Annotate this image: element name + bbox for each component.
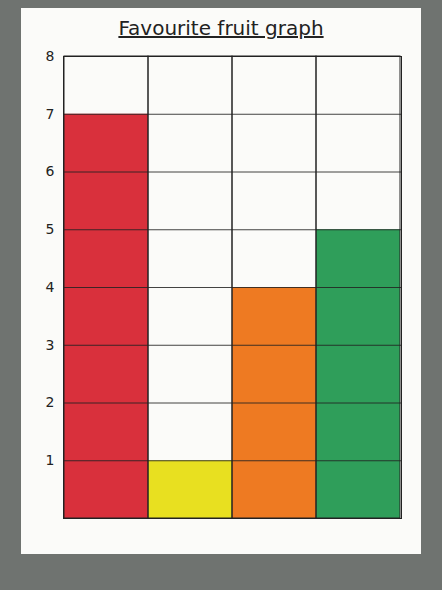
svg-text:2: 2 [46, 394, 55, 410]
svg-text:4: 4 [46, 279, 55, 295]
svg-text:7: 7 [46, 106, 55, 122]
html-text:Favourite fruit graph: Favourite fruit graph [118, 16, 324, 40]
svg-text:1: 1 [46, 452, 55, 468]
svg-text:6: 6 [46, 163, 55, 179]
svg-text:8: 8 [46, 48, 55, 64]
svg-text:3: 3 [46, 337, 55, 353]
svg-text:5: 5 [46, 221, 55, 237]
